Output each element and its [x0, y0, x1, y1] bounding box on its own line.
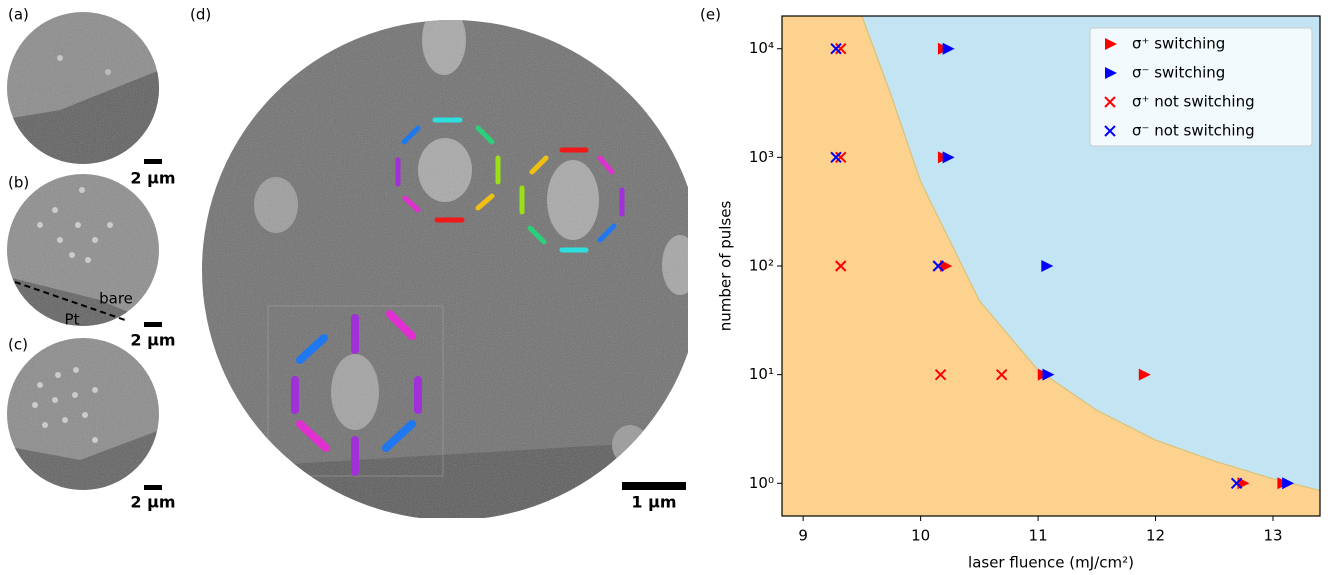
marker — [932, 260, 944, 272]
panel-label: (b) — [8, 174, 29, 192]
scale-bar-label: 2 µm — [130, 169, 175, 188]
panel-label: (a) — [8, 6, 29, 24]
x-axis-label: laser fluence (mJ/cm²) — [968, 554, 1134, 572]
region-label: bare — [99, 290, 133, 308]
region-below — [782, 16, 1320, 516]
legend-box — [1089, 27, 1313, 147]
boundary-curve — [861, 15, 1321, 491]
marker — [942, 151, 955, 164]
marker — [995, 368, 1008, 381]
marker — [835, 151, 847, 164]
marker — [934, 368, 947, 381]
plot: 9 10 11 12 13 10⁰ 10¹ 10² 10³ 10⁴ σ⁺ switching σ⁻ s… — [749, 15, 1321, 545]
panel-label: (e) — [700, 6, 721, 24]
plot-frame — [781, 15, 1321, 517]
legend-label: σ⁺ not switching — [1132, 93, 1255, 111]
scale-bar — [144, 159, 162, 164]
legend-marker — [1105, 67, 1117, 79]
x-tick-label: 10 — [911, 527, 930, 545]
panel-label: (c) — [8, 336, 28, 354]
scale-bar — [622, 482, 686, 490]
y-tick-label: 10² — [749, 257, 774, 275]
marker — [1230, 477, 1243, 490]
y-tick-label: 10⁰ — [749, 474, 774, 492]
marker — [835, 42, 847, 55]
legend-marker — [1104, 125, 1116, 137]
legend-label: σ⁻ switching — [1132, 64, 1225, 82]
scale-bar-label: 1 µm — [631, 493, 676, 512]
marker — [1041, 260, 1054, 272]
region-label: Pt — [65, 311, 80, 329]
legend-marker — [1104, 96, 1116, 108]
x-tick-label: 13 — [1263, 527, 1282, 545]
scale-bar — [144, 322, 162, 327]
marker — [830, 42, 842, 55]
scale-bar-label: 2 µm — [130, 331, 175, 350]
y-tick-label: 10⁴ — [749, 39, 774, 57]
image-b — [7, 174, 159, 326]
image-d — [202, 20, 688, 518]
legend-label: σ⁻ not switching — [1132, 122, 1255, 140]
panel-label: (d) — [190, 6, 211, 24]
marker — [940, 260, 953, 272]
image-c — [7, 338, 159, 490]
y-tick-label: 10³ — [749, 148, 774, 166]
legend-marker — [1105, 38, 1117, 50]
y-tick-label: 10¹ — [749, 365, 774, 383]
scale-bar — [144, 485, 162, 490]
marker — [1282, 477, 1295, 490]
marker — [835, 260, 847, 272]
marker — [1042, 368, 1055, 381]
legend-label: σ⁺ switching — [1132, 35, 1225, 53]
image-a — [7, 12, 159, 164]
x-tick-label: 11 — [1029, 527, 1048, 545]
x-tick-label: 12 — [1146, 527, 1165, 545]
marker — [942, 42, 955, 55]
scale-bar-label: 2 µm — [130, 493, 175, 512]
marker — [830, 151, 842, 164]
marker — [1138, 368, 1151, 381]
y-axis-label: number of pulses — [717, 201, 735, 332]
spin-arrows — [291, 117, 625, 476]
x-tick-label: 9 — [798, 527, 808, 545]
